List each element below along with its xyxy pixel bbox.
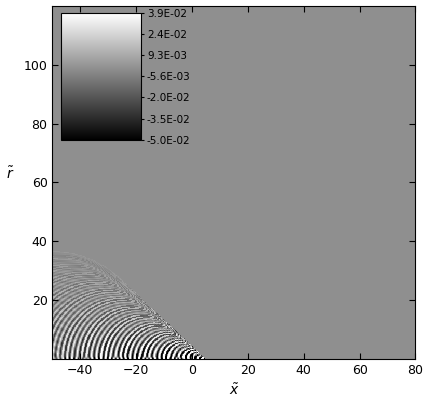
- X-axis label: $\tilde{x}$: $\tilde{x}$: [229, 383, 239, 398]
- Y-axis label: $\tilde{r}$: $\tilde{r}$: [6, 166, 14, 183]
